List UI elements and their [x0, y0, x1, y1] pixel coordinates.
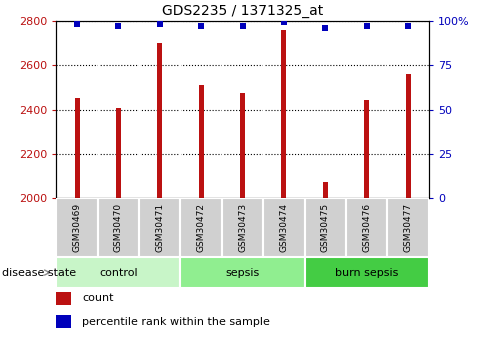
- Bar: [198, 85, 204, 198]
- Bar: [56, 198, 98, 257]
- Point: [197, 23, 205, 29]
- Bar: [56, 257, 180, 288]
- Text: GSM30475: GSM30475: [321, 203, 330, 252]
- Text: control: control: [99, 268, 138, 277]
- Point: [239, 23, 246, 29]
- Bar: [180, 198, 222, 257]
- Bar: [388, 198, 429, 257]
- Text: GSM30477: GSM30477: [404, 203, 413, 252]
- Bar: [180, 257, 305, 288]
- Bar: [305, 198, 346, 257]
- Bar: [157, 43, 162, 198]
- Point: [404, 23, 412, 29]
- Text: count: count: [82, 293, 114, 303]
- Text: sepsis: sepsis: [225, 268, 260, 277]
- Bar: [364, 100, 369, 198]
- Bar: [139, 198, 180, 257]
- Point: [321, 25, 329, 31]
- Bar: [263, 198, 305, 257]
- Point: [280, 20, 288, 25]
- Text: disease state: disease state: [2, 268, 76, 277]
- Bar: [346, 198, 388, 257]
- Bar: [323, 182, 328, 198]
- Bar: [74, 98, 79, 198]
- Bar: [222, 198, 263, 257]
- Text: GSM30471: GSM30471: [155, 203, 164, 252]
- Title: GDS2235 / 1371325_at: GDS2235 / 1371325_at: [162, 4, 323, 18]
- Bar: [56, 315, 71, 328]
- Point: [363, 23, 370, 29]
- Text: GSM30474: GSM30474: [279, 203, 289, 252]
- Point: [115, 23, 122, 29]
- Text: burn sepsis: burn sepsis: [335, 268, 398, 277]
- Text: GSM30472: GSM30472: [196, 203, 206, 252]
- Bar: [406, 74, 411, 198]
- Text: GSM30470: GSM30470: [114, 203, 123, 252]
- Text: GSM30476: GSM30476: [362, 203, 371, 252]
- Point: [156, 21, 164, 27]
- Bar: [281, 30, 287, 198]
- Bar: [56, 292, 71, 305]
- Text: percentile rank within the sample: percentile rank within the sample: [82, 317, 270, 327]
- Point: [73, 21, 81, 27]
- Text: GSM30469: GSM30469: [73, 203, 81, 252]
- Bar: [305, 257, 429, 288]
- Bar: [116, 108, 121, 198]
- Text: GSM30473: GSM30473: [238, 203, 247, 252]
- Bar: [98, 198, 139, 257]
- Bar: [240, 93, 245, 198]
